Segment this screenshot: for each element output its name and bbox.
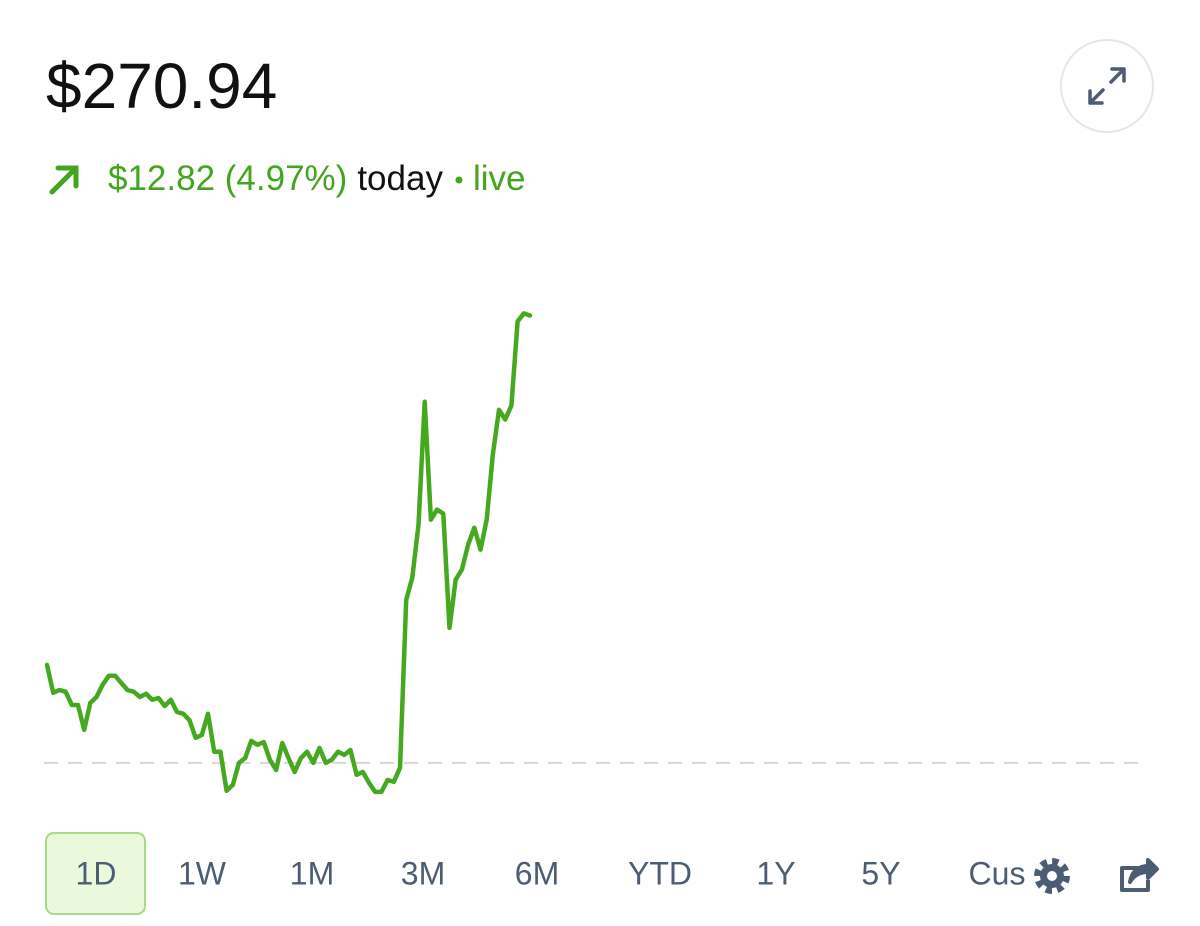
settings-icon[interactable] (1034, 858, 1070, 894)
expand-button[interactable] (1060, 39, 1154, 133)
share-arrow (1128, 858, 1159, 884)
range-tab[interactable]: 1W (178, 855, 227, 891)
share-box (1120, 866, 1150, 892)
range-tab[interactable]: 1M (290, 855, 334, 891)
range-tab[interactable]: 5Y (861, 855, 900, 891)
price: $270.94 (46, 50, 277, 122)
share-icon[interactable] (1120, 858, 1159, 892)
gear-teeth (1034, 858, 1070, 894)
range-tab[interactable]: YTD (628, 855, 692, 891)
change: $12.82 (4.97%) (108, 159, 347, 198)
range-tab[interactable]: 1D (76, 855, 117, 891)
up-arrow (49, 165, 79, 195)
range-tab[interactable]: 1Y (756, 855, 795, 891)
expand-circle (1060, 39, 1154, 133)
range-tab[interactable]: Cus (969, 855, 1026, 891)
range-tab[interactable]: 3M (401, 855, 445, 891)
period: today (357, 159, 443, 198)
expand-icon (1088, 67, 1126, 105)
gear-hole (1047, 871, 1057, 881)
price-line (44, 311, 533, 795)
selected-range-bg (45, 832, 146, 915)
status: live (473, 159, 526, 198)
separator-dot (455, 176, 463, 184)
range-tab[interactable]: 6M (515, 855, 559, 891)
